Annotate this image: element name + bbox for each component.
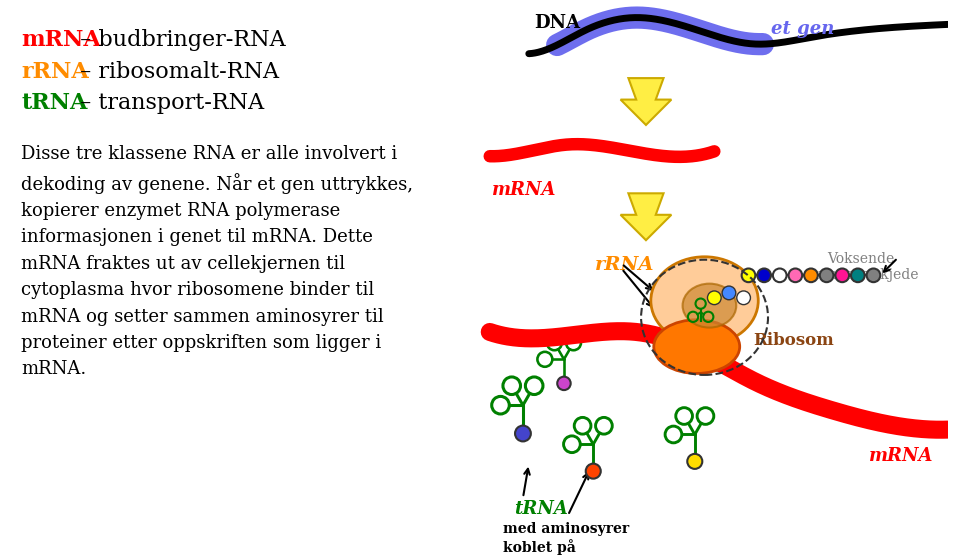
Circle shape: [688, 454, 702, 469]
Circle shape: [788, 268, 802, 282]
Circle shape: [737, 291, 751, 305]
Circle shape: [741, 268, 756, 282]
Polygon shape: [620, 193, 671, 240]
Text: med aminosyrer
koblet på: med aminosyrer koblet på: [503, 522, 629, 555]
Circle shape: [515, 426, 531, 441]
Circle shape: [557, 377, 571, 390]
Text: Ribosom: Ribosom: [754, 332, 834, 349]
Ellipse shape: [654, 320, 739, 374]
Text: mRNA: mRNA: [492, 181, 556, 199]
Text: mRNA: mRNA: [869, 447, 933, 465]
Text: et gen: et gen: [771, 20, 834, 38]
Text: rRNA: rRNA: [21, 60, 89, 82]
Text: mRNA: mRNA: [21, 29, 101, 52]
Ellipse shape: [651, 257, 759, 344]
Text: Disse tre klassene RNA er alle involvert i
dekoding av genene. Når et gen uttryk: Disse tre klassene RNA er alle involvert…: [21, 144, 413, 379]
Text: tRNA: tRNA: [21, 92, 87, 114]
Circle shape: [820, 268, 833, 282]
Circle shape: [867, 268, 880, 282]
Text: – transport-RNA: – transport-RNA: [73, 92, 264, 114]
Text: – budbringer-RNA: – budbringer-RNA: [73, 29, 286, 52]
Circle shape: [708, 291, 721, 305]
Circle shape: [586, 464, 600, 479]
Circle shape: [773, 268, 786, 282]
Circle shape: [805, 268, 818, 282]
Polygon shape: [620, 78, 671, 125]
Text: Voksende
aminosyre-kjede: Voksende aminosyre-kjede: [803, 252, 919, 282]
Text: DNA: DNA: [534, 13, 580, 32]
Circle shape: [851, 268, 865, 282]
Text: tRNA: tRNA: [514, 500, 568, 518]
Circle shape: [722, 286, 736, 300]
Ellipse shape: [683, 283, 737, 328]
Text: – ribosomalt-RNA: – ribosomalt-RNA: [73, 60, 279, 82]
Circle shape: [758, 268, 771, 282]
Circle shape: [835, 268, 849, 282]
Text: rRNA: rRNA: [596, 256, 655, 274]
